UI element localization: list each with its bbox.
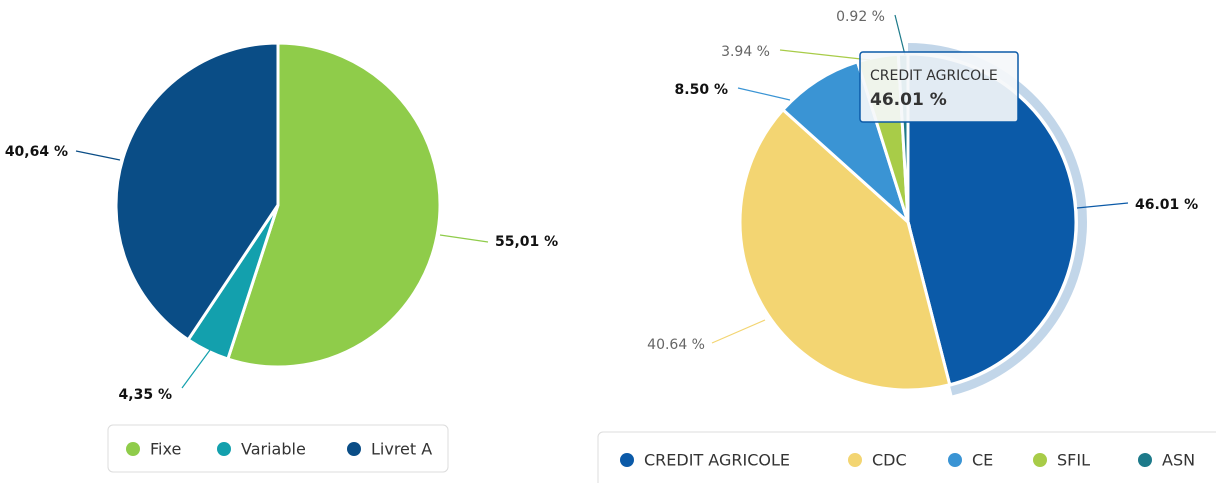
label-connector [75,150,121,161]
legend-label: Fixe [150,440,181,459]
legend-marker [848,453,862,467]
legend-marker [620,453,634,467]
legend-label: CDC [872,451,907,470]
legend-label: ASN [1162,451,1195,470]
legend-marker [1033,453,1047,467]
legend-marker [948,453,962,467]
label-connector [439,234,489,243]
pie-slice [114,41,280,342]
legend-label: SFIL [1057,451,1090,470]
data-label: 8.50 % [675,82,728,98]
pie-slice [780,59,912,227]
label-connector [737,87,791,101]
label-connector [181,349,211,389]
legend-box [107,424,449,473]
legend-box [597,431,1216,483]
label-connector [894,14,906,56]
legend-marker [217,442,231,456]
data-label: 55,01 % [495,234,558,250]
legend-label: Livret A [371,440,432,459]
label-connector [711,319,766,344]
legend-label: Variable [241,440,306,459]
legend-marker [126,442,140,456]
pie-slice [225,41,442,369]
data-label: 0.92 % [836,9,885,25]
label-connector [779,49,871,61]
legend-marker [1138,453,1152,467]
tooltip-value: 46.01 % [870,90,947,110]
data-label: 40.64 % [647,337,705,353]
legend-label: CE [972,451,993,470]
data-label: 46.01 % [1135,197,1198,213]
legend-marker [347,442,361,456]
pie-slice [738,107,952,392]
label-connector [1076,202,1129,209]
data-label: 40,64 % [5,144,68,160]
tooltip-box [859,51,1019,123]
tooltip-category: CREDIT AGRICOLE [870,68,998,84]
data-label: 4,35 % [119,387,172,403]
legend-label: CREDIT AGRICOLE [644,451,790,470]
data-label: 3.94 % [721,44,770,60]
